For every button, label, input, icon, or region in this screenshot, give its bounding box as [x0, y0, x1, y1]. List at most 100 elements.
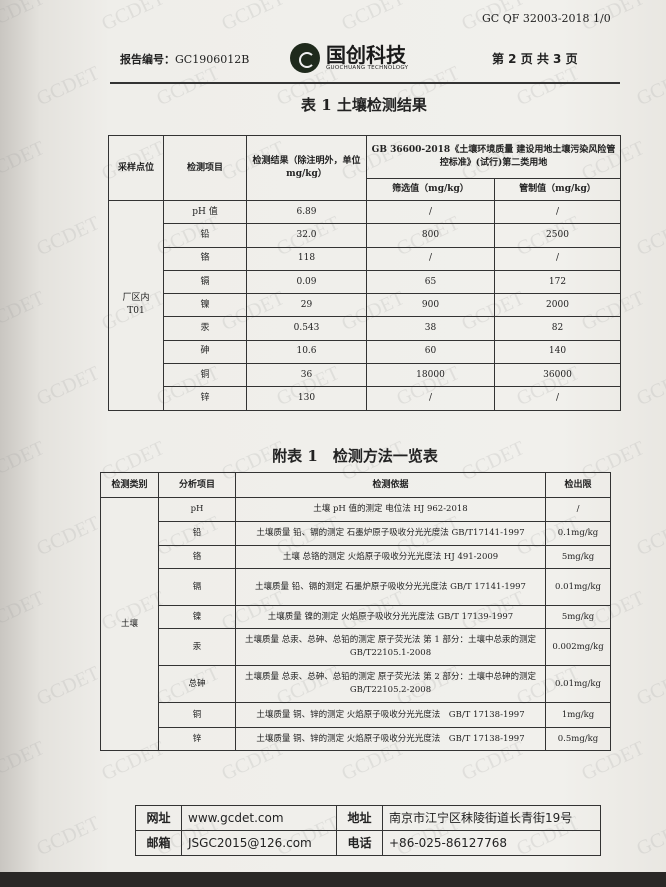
table1-title: 表 1 土壤检测结果: [301, 96, 427, 114]
limit-cell: /: [545, 497, 611, 522]
watermark-text: GCDET: [33, 361, 103, 411]
table-row: 锌 130//: [109, 386, 621, 411]
item-cell: 汞: [163, 316, 247, 341]
result-cell: 0.543: [246, 316, 367, 341]
contact-footer: 网址 www.gcdet.com 地址 南京市江宁区秣陵街道长青街19号 邮箱 …: [135, 805, 601, 856]
basis-cell: 土壤质量 总汞、总砷、总铅的测定 原子荧光法 第 1 部分：土壤中总汞的测定 G…: [235, 628, 546, 666]
watermark-text: GCDET: [33, 811, 103, 861]
basis-cell: 土壤质量 铅、镉的测定 石墨炉原子吸收分光光度法 GB/T 17141-1997: [235, 568, 546, 606]
result-cell: 32.0: [246, 223, 367, 248]
table-row: 镉 0.09 65 172: [109, 269, 621, 295]
screening-cell: /: [366, 246, 495, 271]
watermark-text: GCDET: [633, 811, 666, 861]
item-cell: 铅: [163, 223, 247, 248]
limit-cell: 0.002mg/kg: [545, 628, 611, 666]
limit-cell: 1mg/kg: [545, 702, 611, 728]
header-control: 管制值（mg/kg）: [494, 178, 621, 201]
screening-cell: 18000: [366, 363, 495, 388]
result-cell: 10.6: [246, 339, 367, 365]
email-link[interactable]: JSGC2015@126.com: [181, 830, 337, 856]
control-cell: /: [494, 199, 621, 225]
photo-bottom-edge: [0, 872, 666, 887]
screening-cell: 800: [366, 223, 495, 248]
watermark-text: GCDET: [633, 511, 666, 561]
site-cell: 厂区内 T01: [108, 200, 164, 411]
watermark-text: GCDET: [0, 286, 48, 336]
limit-cell: 0.1mg/kg: [545, 521, 611, 546]
table-row: 厂区内 T01 pH 值 6.89//: [108, 199, 621, 411]
table-row: 铬 118//: [109, 246, 621, 271]
item-cell: 砷: [163, 339, 247, 365]
report-number: 报告编号：GC1906012B: [120, 51, 249, 67]
basis-cell: 土壤质量 铅、镉的测定 石墨炉原子吸收分光光度法 GB/T17141-1997: [235, 521, 546, 546]
item-cell: pH 值: [163, 199, 247, 225]
control-cell: 36000: [494, 363, 621, 388]
table2-title: 附表 1 检测方法一览表: [272, 447, 438, 465]
limit-cell: 5mg/kg: [545, 605, 611, 629]
watermark-text: GCDET: [633, 61, 666, 111]
header-screening: 筛选值（mg/kg）: [366, 178, 495, 201]
table-row: 铅 32.0 800 2500: [109, 223, 621, 248]
watermark-text: GCDET: [33, 211, 103, 261]
watermark-text: GCDET: [633, 661, 666, 711]
watermark-text: GCDET: [633, 361, 666, 411]
logo-text-cn: 国创科技: [326, 43, 406, 67]
table-row: 镍 29 900 2000: [109, 293, 621, 318]
control-cell: /: [494, 386, 621, 411]
control-cell: 140: [494, 339, 621, 365]
table-row: 镉土壤质量 铅、镉的测定 石墨炉原子吸收分光光度法 GB/T 17141-199…: [101, 568, 611, 606]
watermark-text: GCDET: [33, 661, 103, 711]
report-number-value: GC1906012B: [175, 53, 250, 66]
limit-cell: 0.5mg/kg: [545, 727, 611, 751]
result-cell: 0.09: [246, 269, 367, 295]
item-cell: 镍: [163, 293, 247, 318]
header-item: 检测项目: [163, 135, 247, 201]
analysis-item-cell: 锌: [158, 727, 236, 751]
watermark-text: GCDET: [633, 211, 666, 261]
item-cell: 锌: [163, 386, 247, 411]
item-cell: 铬: [163, 246, 247, 271]
page-info: 第 2 页 共 3 页: [492, 52, 578, 66]
logo-icon: [290, 43, 320, 73]
phone-value: +86-025-86127768: [382, 830, 601, 856]
basis-cell: 土壤 pH 值的测定 电位法 HJ 962-2018: [235, 497, 546, 522]
analysis-item-cell: 铬: [158, 545, 236, 569]
control-cell: /: [494, 246, 621, 271]
screening-cell: /: [366, 199, 495, 225]
basis-cell: 土壤 总铬的测定 火焰原子吸收分光光度法 HJ 491-2009: [235, 545, 546, 569]
table-row: 汞土壤质量 总汞、总砷、总铅的测定 原子荧光法 第 1 部分：土壤中总汞的测定 …: [101, 628, 611, 666]
analysis-item-cell: 镉: [158, 568, 236, 606]
header-analysis-item: 分析项目: [158, 472, 236, 498]
result-cell: 118: [246, 246, 367, 271]
table-row: 汞 0.543 38 82: [109, 316, 621, 341]
analysis-item-cell: 镍: [158, 605, 236, 629]
screening-cell: 60: [366, 339, 495, 365]
table-row: 锌土壤质量 铜、锌的测定 火焰原子吸收分光光度法 GB/T 17138-1997…: [101, 727, 611, 751]
result-cell: 29: [246, 293, 367, 318]
item-cell: 镉: [163, 269, 247, 295]
basis-cell: 土壤质量 铜、锌的测定 火焰原子吸收分光光度法 GB/T 17138-1997: [235, 727, 546, 751]
watermark-text: GCDET: [33, 61, 103, 111]
limit-cell: 0.01mg/kg: [545, 568, 611, 606]
header-result: 检测结果（除注明外，单位 mg/kg）: [246, 135, 367, 201]
watermark-text: GCDET: [338, 0, 408, 36]
email-label: 邮箱: [135, 830, 182, 856]
website-link[interactable]: www.gcdet.com: [181, 805, 337, 831]
website-label: 网址: [135, 805, 182, 831]
screening-cell: 38: [366, 316, 495, 341]
analysis-item-cell: 铅: [158, 521, 236, 546]
watermark-text: GCDET: [33, 511, 103, 561]
result-cell: 6.89: [246, 199, 367, 225]
analysis-item-cell: 铜: [158, 702, 236, 728]
logo-text-en: GUOCHUANG TECHNOLOGY: [326, 65, 409, 71]
screening-cell: /: [366, 386, 495, 411]
control-cell: 2000: [494, 293, 621, 318]
table-row: 砷 10.6 60 140: [109, 339, 621, 365]
address-label: 地址: [336, 805, 383, 831]
phone-label: 电话: [336, 830, 383, 856]
watermark-text: GCDET: [0, 436, 48, 486]
header-category: 检测类别: [100, 472, 159, 498]
watermark-text: GCDET: [0, 136, 48, 186]
table-row: 土壤 pH 土壤 pH 值的测定 电位法 HJ 962-2018/: [100, 497, 611, 751]
control-cell: 172: [494, 269, 621, 295]
